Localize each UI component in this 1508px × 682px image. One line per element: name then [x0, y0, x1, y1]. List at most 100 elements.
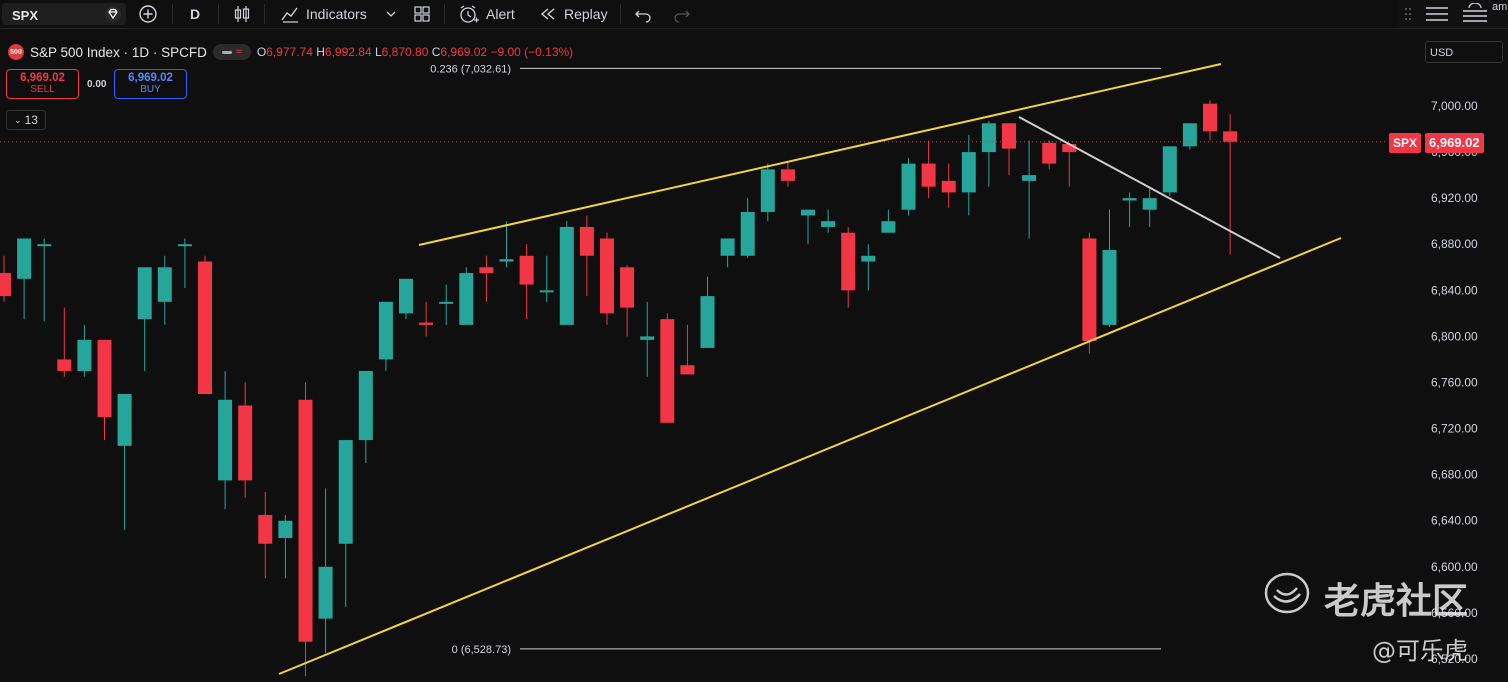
- candle-body: [97, 339, 112, 418]
- indicators-collapse-button[interactable]: ⌄ 13: [6, 110, 46, 130]
- candle-body: [57, 359, 72, 371]
- candle: [881, 209, 896, 233]
- candle-body: [519, 255, 534, 285]
- candle-body: [801, 209, 815, 216]
- candle-body: [17, 238, 32, 279]
- candle-body: [1002, 123, 1016, 149]
- symbol-title[interactable]: S&P 500 Index · 1D · SPCFD: [30, 44, 207, 60]
- watermark-logo-text: 老虎社区: [1324, 581, 1469, 622]
- candle-body: [399, 278, 413, 314]
- candle-body: [740, 211, 755, 256]
- candle: [539, 255, 554, 302]
- undo-icon[interactable]: [634, 5, 652, 23]
- candle: [559, 221, 574, 325]
- candle-body: [419, 322, 434, 325]
- candle-body: [177, 244, 192, 247]
- candle: [1082, 232, 1097, 354]
- candle-body: [1022, 175, 1037, 181]
- candle: [981, 120, 996, 187]
- candle: [519, 244, 534, 320]
- price-axis-tick: 6,640.00: [1431, 514, 1478, 528]
- candle: [1062, 142, 1077, 187]
- resistance-line: [1018, 116, 1281, 259]
- candle-body: [941, 180, 956, 193]
- buy-button[interactable]: 6,969.02 BUY: [114, 69, 187, 99]
- layouts-icon[interactable]: [412, 4, 432, 24]
- candles-icon[interactable]: [232, 4, 252, 24]
- candle: [1142, 186, 1157, 227]
- candle: [157, 255, 172, 325]
- candle-body: [258, 514, 273, 544]
- symbol-search[interactable]: SPX: [2, 3, 126, 25]
- currency-select[interactable]: USD: [1425, 41, 1503, 63]
- candle: [821, 209, 836, 233]
- alert-button[interactable]: Alert: [458, 0, 515, 28]
- price-axis-tick: 6,720.00: [1431, 422, 1478, 436]
- candle-body: [37, 244, 52, 247]
- interval-button[interactable]: D: [190, 6, 201, 22]
- candle-body: [1062, 144, 1077, 153]
- candle: [378, 301, 393, 371]
- gem-icon[interactable]: [104, 5, 122, 23]
- candle-body: [1203, 103, 1217, 132]
- candle-body: [338, 440, 353, 544]
- add-symbol-icon[interactable]: [138, 4, 158, 24]
- alert-clock-icon: [460, 5, 479, 23]
- redo-icon[interactable]: [673, 5, 691, 23]
- indicators-button[interactable]: Indicators: [280, 0, 367, 28]
- upper-trendline: [418, 63, 1222, 246]
- visibility-toggle[interactable]: ≈: [212, 44, 251, 60]
- top-toolbar: SPX D Indicators Ale: [0, 0, 1508, 29]
- candle-body: [318, 566, 333, 619]
- candle-body: [238, 405, 253, 481]
- chart-legend: 500 S&P 500 Index · 1D · SPCFD ≈ O6,977.…: [8, 44, 573, 60]
- candle-body: [1162, 146, 1177, 193]
- candle-body: [137, 267, 152, 320]
- candle: [620, 264, 635, 337]
- replay-button[interactable]: Replay: [538, 0, 608, 28]
- candle-body: [961, 152, 976, 193]
- drag-handle-icon[interactable]: [1403, 6, 1413, 22]
- candle-body: [780, 169, 795, 181]
- toolbar-right-panel: am: [1397, 0, 1508, 28]
- candle-body: [1142, 198, 1157, 210]
- chevron-down-icon[interactable]: [385, 9, 397, 19]
- candle-body: [680, 365, 695, 375]
- candles-layer: 7,000.006,960.006,920.006,880.006,840.00…: [0, 99, 1478, 677]
- candle-body: [157, 267, 172, 302]
- candle-body: [198, 261, 212, 394]
- candle: [479, 255, 494, 302]
- candle-body: [600, 238, 614, 314]
- price-axis-tick: 6,560.00: [1431, 606, 1478, 620]
- replay-icon: [540, 8, 555, 20]
- minus-icon: [221, 50, 232, 54]
- details-icon[interactable]: [1461, 3, 1489, 25]
- candle-body: [1223, 131, 1238, 142]
- candle: [0, 255, 11, 302]
- candle-body: [378, 301, 393, 360]
- candle: [861, 244, 876, 291]
- candle: [1122, 192, 1137, 227]
- candle: [298, 382, 313, 677]
- candle-body: [1042, 142, 1057, 164]
- spread-value: 0.00: [87, 79, 107, 90]
- tiger-logo-icon: [1264, 572, 1310, 614]
- candle-body: [821, 221, 836, 227]
- buy-price: 6,969.02: [128, 72, 173, 84]
- watchlist-icon[interactable]: [1424, 3, 1450, 25]
- candle-body: [660, 319, 675, 423]
- watermark-author: @可乐虎: [1372, 637, 1468, 665]
- indicators-icon: [281, 7, 298, 23]
- candle: [17, 238, 32, 320]
- candle-body: [278, 520, 293, 538]
- candle: [579, 215, 594, 297]
- candle-body: [841, 232, 856, 291]
- sell-button[interactable]: 6,969.02 SELL: [6, 69, 79, 99]
- candle-body: [579, 226, 594, 256]
- candle: [740, 198, 755, 259]
- price-axis-tick: 6,600.00: [1431, 560, 1478, 574]
- candle-body: [861, 255, 876, 262]
- candle: [1203, 100, 1217, 141]
- price-axis-tick: 6,760.00: [1431, 375, 1478, 389]
- candle: [680, 324, 695, 375]
